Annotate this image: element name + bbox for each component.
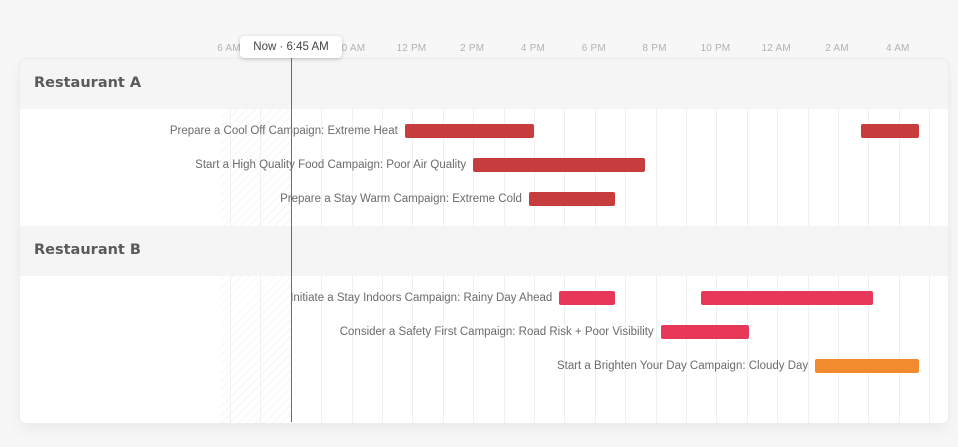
axis-tick-label: 10 PM <box>700 43 731 54</box>
axis-tick-label: 2 PM <box>460 43 485 54</box>
group-header: Restaurant A <box>20 59 948 109</box>
gantt-panel: Restaurant A Prepare a Cool Off Campaign:… <box>19 58 949 424</box>
task-label: Consider a Safety First Campaign: Road R… <box>339 326 654 338</box>
axis-tick-label: 6 AM <box>217 43 241 54</box>
now-indicator-badge: Now · 6:45 AM <box>240 36 342 58</box>
axis-tick-label: 4 AM <box>886 43 910 54</box>
campaign-bar[interactable] <box>701 291 874 305</box>
axis-tick-label: 8 PM <box>642 43 667 54</box>
campaign-bar[interactable] <box>528 192 616 206</box>
axis-tick-label: 6 PM <box>581 43 606 54</box>
axis-tick-label: 10 AM <box>335 43 366 54</box>
campaign-bar[interactable] <box>559 291 616 305</box>
campaign-bar[interactable] <box>860 124 919 138</box>
axis-tick-label: 4 PM <box>520 43 546 54</box>
task-label: Prepare a Cool Off Campaign: Extreme Hea… <box>169 125 398 137</box>
group-title: Restaurant B <box>34 242 141 258</box>
axis-tick-label: 12 PM <box>396 43 427 54</box>
task-label: Start a Brighten Your Day Campaign: Clou… <box>556 360 809 372</box>
task-label: Prepare a Stay Warm Campaign: Extreme Co… <box>280 193 522 205</box>
group-title: Restaurant A <box>34 75 142 91</box>
group-header: Restaurant B <box>20 226 948 276</box>
axis-tick-label: 12 AM <box>761 43 791 54</box>
campaign-bar[interactable] <box>404 124 534 138</box>
axis-tick-label: 2 AM <box>825 43 849 54</box>
task-label: Start a High Quality Food Campaign: Poor… <box>195 159 467 171</box>
campaign-bar[interactable] <box>660 325 750 339</box>
task-label: Initiate a Stay Indoors Campaign: Rainy … <box>290 292 553 304</box>
now-indicator-line <box>291 48 292 422</box>
campaign-bar[interactable] <box>473 158 646 172</box>
campaign-bar[interactable] <box>815 359 919 373</box>
